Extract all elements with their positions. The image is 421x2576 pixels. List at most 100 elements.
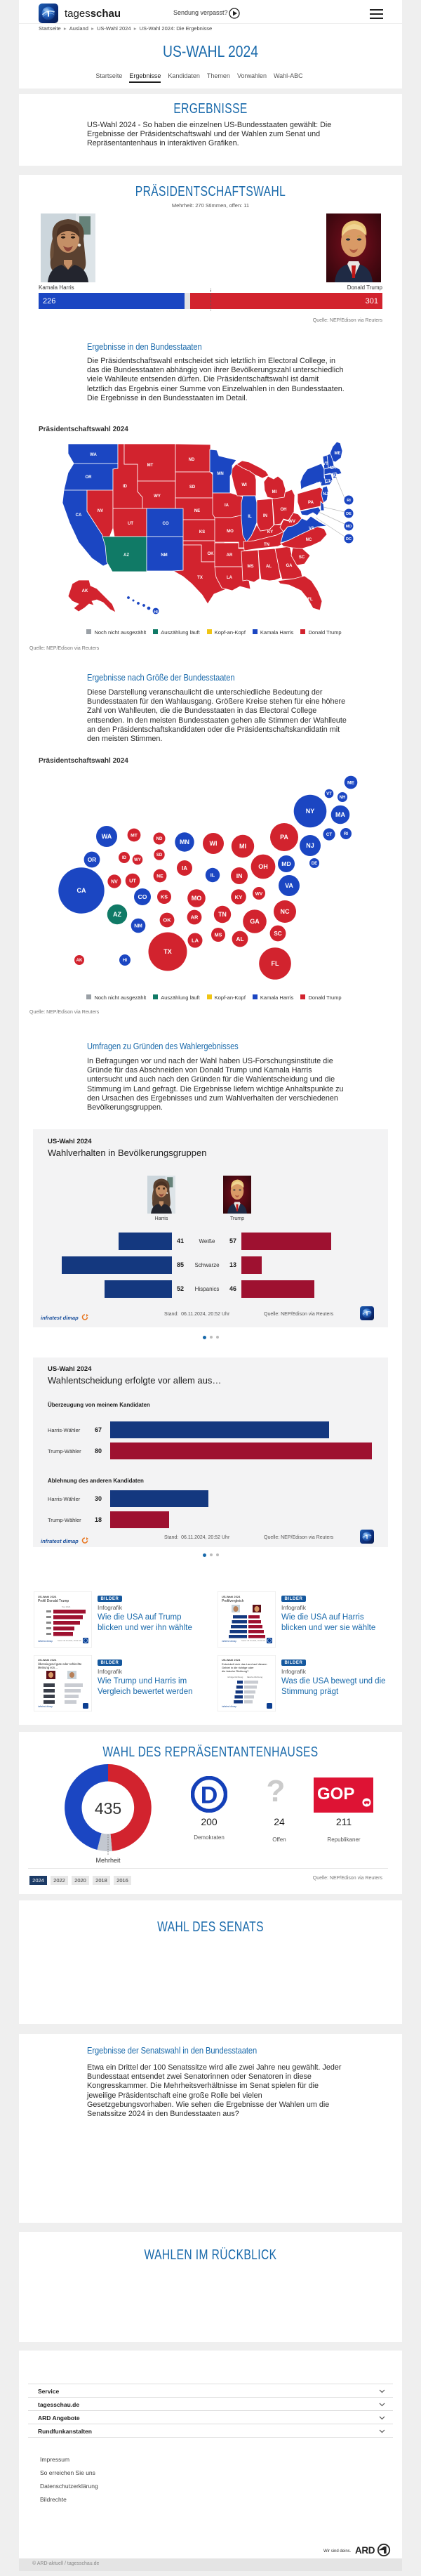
svg-text:IA: IA (225, 504, 229, 508)
svg-text:CO: CO (163, 522, 169, 526)
svg-text:IA: IA (182, 865, 187, 872)
svg-text:WY: WY (154, 494, 161, 499)
svg-text:FL: FL (307, 598, 313, 602)
svg-text:infratest dimap: infratest dimap (222, 1640, 236, 1643)
svg-text:US-Wahl 2024: US-Wahl 2024 (222, 1595, 241, 1598)
svg-text:TN: TN (218, 911, 227, 918)
svg-text:MS: MS (215, 932, 222, 938)
svg-text:SC: SC (274, 931, 281, 937)
svg-text:WA: WA (90, 453, 97, 457)
svg-text:PA: PA (308, 501, 314, 505)
svg-text:WA: WA (102, 833, 112, 840)
svg-text:MI: MI (272, 490, 277, 494)
svg-text:FL: FL (272, 960, 279, 967)
svg-text:IN: IN (236, 872, 243, 879)
svg-text:VA: VA (285, 882, 293, 889)
svg-text:Überwiegend gute oder schlecht: Überwiegend gute oder schlechte (38, 1662, 82, 1666)
svg-text:richtige Richtung: richtige Richtung (227, 1676, 243, 1678)
svg-text:PA: PA (280, 834, 288, 841)
svg-text:HI: HI (154, 610, 158, 615)
svg-text:MD: MD (346, 525, 352, 529)
svg-text:ME: ME (347, 780, 355, 785)
svg-text:MA: MA (335, 811, 345, 818)
svg-text:NV: NV (98, 509, 103, 513)
svg-text:NE: NE (156, 874, 163, 879)
svg-text:DE: DE (312, 862, 317, 866)
svg-text:IN: IN (263, 514, 267, 518)
svg-text:UT: UT (129, 878, 136, 884)
svg-text:WI: WI (210, 840, 218, 847)
svg-text:NH: NH (330, 466, 336, 471)
svg-text:OR: OR (86, 475, 93, 480)
svg-text:NJ: NJ (306, 842, 314, 849)
svg-text:CT: CT (326, 832, 332, 837)
svg-text:US-Wahl 2024: US-Wahl 2024 (38, 1595, 57, 1598)
svg-text:OK: OK (208, 552, 215, 556)
svg-text:Meinung von…: Meinung von… (38, 1666, 58, 1669)
svg-text:RI: RI (347, 499, 351, 503)
svg-text:ME: ME (335, 452, 341, 456)
svg-text:MO: MO (192, 895, 202, 902)
svg-text:KS: KS (199, 530, 205, 534)
svg-text:CT: CT (325, 480, 330, 484)
svg-text:GA: GA (250, 918, 260, 925)
svg-text:infratest dimap: infratest dimap (222, 1705, 236, 1708)
svg-text:NY: NY (316, 482, 322, 487)
svg-text:Profilvergleich: Profilvergleich (222, 1599, 244, 1603)
svg-text:Stand: 18.10.2024, 16:00 Uhr: Stand: 18.10.2024, 16:00 Uhr (58, 1639, 81, 1642)
svg-text:KY: KY (235, 894, 243, 900)
svg-text:CA: CA (77, 887, 86, 894)
svg-text:SD: SD (156, 853, 163, 857)
svg-text:KS: KS (161, 894, 168, 900)
svg-text:AR: AR (227, 553, 233, 558)
svg-text:AK: AK (82, 589, 88, 593)
svg-text:MD: MD (281, 860, 290, 867)
svg-text:AZ: AZ (113, 911, 121, 918)
svg-text:WV: WV (255, 891, 263, 896)
svg-text:IL: IL (210, 872, 215, 879)
svg-text:D: D (201, 1782, 218, 1809)
svg-text:TX: TX (197, 576, 203, 580)
svg-text:VT: VT (323, 462, 328, 466)
svg-text:infratest dimap: infratest dimap (38, 1640, 53, 1643)
svg-text:CA: CA (76, 513, 82, 518)
svg-text:falsche Richtung: falsche Richtung (247, 1676, 263, 1678)
svg-text:VT: VT (326, 792, 332, 796)
svg-text:AR: AR (191, 914, 199, 921)
svg-text:MN: MN (217, 472, 223, 476)
svg-text:WY: WY (134, 858, 141, 862)
svg-text:ID: ID (123, 485, 128, 489)
svg-text:UT: UT (128, 522, 133, 526)
svg-text:LA: LA (227, 576, 233, 580)
svg-text:DC: DC (346, 537, 352, 541)
svg-text:NM: NM (161, 553, 167, 558)
svg-text:NM: NM (134, 923, 142, 929)
svg-text:CO: CO (138, 893, 147, 900)
svg-text:AK: AK (76, 959, 83, 963)
svg-text:MT: MT (131, 833, 138, 838)
svg-text:NE: NE (194, 509, 200, 513)
svg-text:NV: NV (111, 879, 118, 884)
svg-text:AL: AL (266, 565, 272, 569)
svg-text:NY: NY (306, 808, 315, 815)
svg-text:NC: NC (281, 908, 290, 915)
svg-text:MN: MN (180, 839, 189, 846)
svg-text:TN: TN (264, 543, 269, 547)
svg-text:LA: LA (192, 938, 199, 944)
svg-text:SD: SD (189, 485, 196, 489)
svg-text:US-Wahl 2024: US-Wahl 2024 (222, 1658, 241, 1662)
svg-text:ARD: ARD (355, 2545, 375, 2556)
svg-text:OK: OK (163, 917, 171, 924)
svg-text:NH: NH (340, 796, 346, 800)
svg-text:Wir sind deins.: Wir sind deins. (323, 2549, 352, 2554)
svg-text:AZ: AZ (123, 553, 129, 558)
svg-text:HI: HI (123, 959, 127, 963)
svg-text:KY: KY (267, 530, 273, 534)
svg-text:DE: DE (346, 512, 352, 516)
svg-text:SC: SC (299, 556, 305, 560)
svg-text:NJ: NJ (323, 492, 328, 497)
svg-text:infratest dimap: infratest dimap (38, 1705, 53, 1708)
svg-text:WV: WV (288, 520, 295, 524)
svg-text:die falsche Richtung?: die falsche Richtung? (222, 1669, 249, 1673)
svg-text:VA: VA (309, 527, 315, 531)
